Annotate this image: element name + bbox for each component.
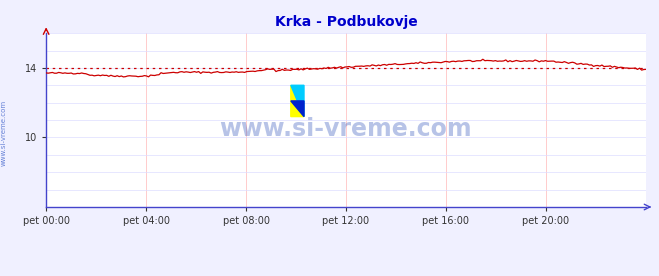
Polygon shape <box>291 85 304 116</box>
Polygon shape <box>291 101 304 116</box>
Polygon shape <box>291 85 304 116</box>
Title: Krka - Podbukovje: Krka - Podbukovje <box>275 15 417 29</box>
Text: www.si-vreme.com: www.si-vreme.com <box>0 99 7 166</box>
Text: www.si-vreme.com: www.si-vreme.com <box>219 117 473 141</box>
